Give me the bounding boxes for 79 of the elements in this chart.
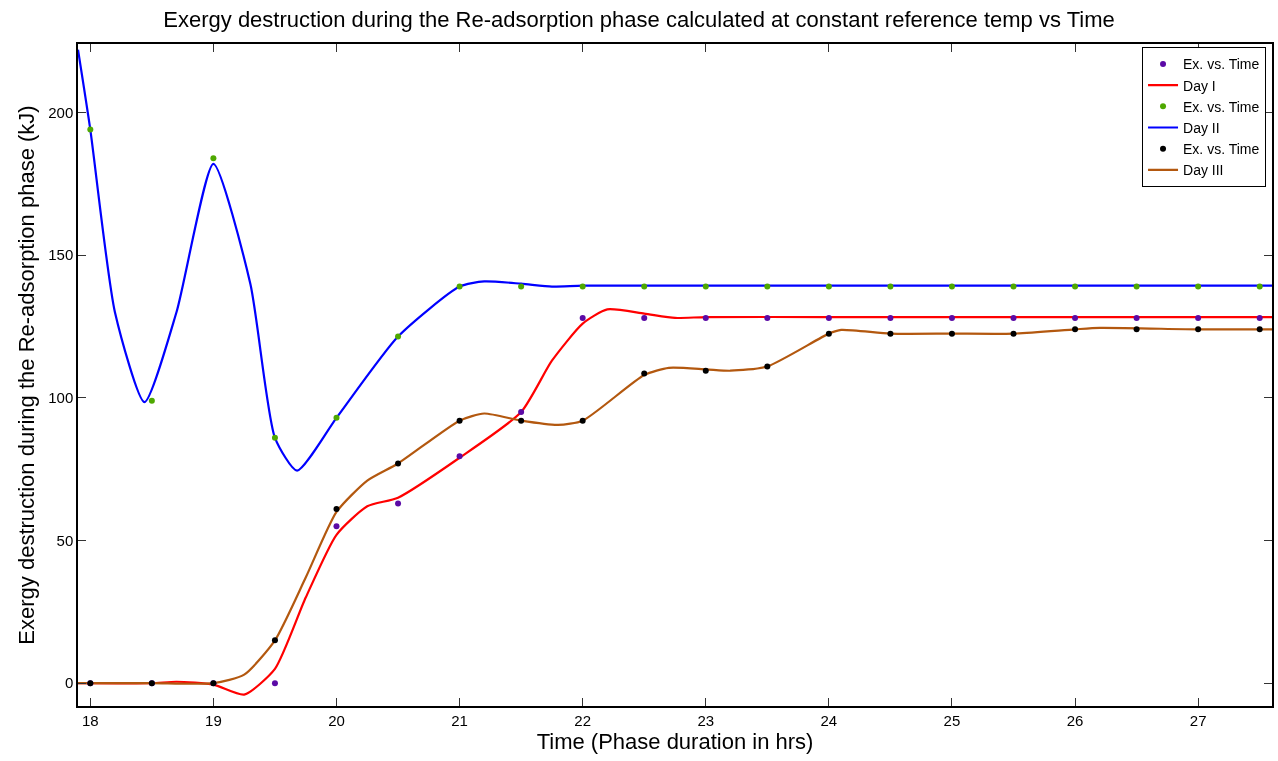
x-tick-label: 19 [205, 711, 222, 729]
x-tick-label: 25 [943, 711, 961, 729]
point [702, 314, 709, 321]
point [333, 523, 340, 530]
point [579, 314, 586, 321]
point [1256, 283, 1263, 290]
legend-label: Ex. vs. Time [1183, 98, 1260, 115]
point [518, 417, 525, 424]
legend-label: Ex. vs. Time [1183, 56, 1260, 73]
point [333, 506, 340, 513]
point [825, 283, 832, 290]
point [210, 155, 217, 162]
y-tick-label: 200 [48, 103, 74, 121]
point [1072, 326, 1079, 333]
point [1256, 326, 1263, 333]
point [825, 330, 832, 337]
x-tick-label: 21 [451, 711, 468, 729]
x-tick-label: 27 [1189, 711, 1207, 729]
point [148, 397, 155, 404]
legend-label: Ex. vs. Time [1183, 141, 1260, 158]
point [271, 680, 278, 687]
point [641, 370, 648, 377]
point [1195, 326, 1202, 333]
legend-label: Day I [1183, 77, 1216, 94]
point [702, 283, 709, 290]
legend-label: Day III [1183, 162, 1224, 179]
x-tick-label: 26 [1066, 711, 1084, 729]
point [887, 330, 894, 337]
point [579, 283, 586, 290]
point [887, 283, 894, 290]
point [887, 314, 894, 321]
y-tick-label: 50 [56, 531, 74, 549]
line-series [78, 48, 1272, 472]
legend-label: Day II [1183, 119, 1220, 136]
point [825, 314, 832, 321]
x-tick-label: 20 [328, 711, 345, 729]
point [948, 314, 955, 321]
x-tick-label: 24 [820, 711, 838, 729]
x-tick-label: 18 [81, 711, 99, 729]
point [395, 500, 402, 507]
point [1072, 283, 1079, 290]
point [948, 330, 955, 337]
y-tick-label: 150 [48, 246, 74, 264]
y-tick-label: 100 [48, 389, 74, 407]
chart-title: Exergy destruction during the Re-adsorption phase calculated at constant reference temp vs Time [163, 6, 1115, 32]
point [1133, 314, 1140, 321]
point [456, 453, 463, 460]
point [1195, 314, 1202, 321]
point [641, 283, 648, 290]
y-tick-label: 0 [64, 674, 74, 692]
point [579, 417, 586, 424]
point [1010, 330, 1017, 337]
point [1195, 283, 1202, 290]
point [1256, 314, 1263, 321]
point [87, 126, 94, 133]
point [271, 434, 278, 441]
point [1133, 283, 1140, 290]
point [641, 314, 648, 321]
point [518, 283, 525, 290]
y-axis-title: Exergy destruction during the Re-adsorption phase (kJ) [13, 105, 39, 645]
point [764, 314, 771, 321]
point [333, 414, 340, 421]
point [948, 283, 955, 290]
point [518, 409, 525, 416]
x-axis-title: Time (Phase duration in hrs) [536, 728, 814, 754]
point [395, 333, 402, 340]
point [271, 637, 278, 644]
point [1010, 314, 1017, 321]
point [395, 460, 402, 467]
point [1072, 314, 1079, 321]
point [1010, 283, 1017, 290]
x-tick-label: 23 [697, 711, 715, 729]
point [764, 283, 771, 290]
point [456, 417, 463, 424]
point [702, 367, 709, 374]
point [1133, 326, 1140, 333]
point [456, 283, 463, 290]
x-tick-label: 22 [574, 711, 592, 729]
point [764, 363, 771, 370]
